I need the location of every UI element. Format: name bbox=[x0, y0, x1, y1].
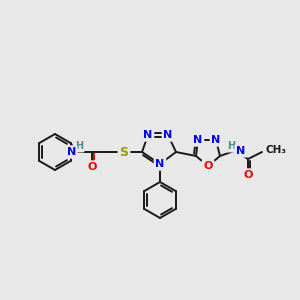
Text: O: O bbox=[203, 161, 213, 171]
Text: CH₃: CH₃ bbox=[266, 145, 287, 155]
Text: N: N bbox=[164, 130, 172, 140]
Text: N: N bbox=[143, 130, 153, 140]
Text: N: N bbox=[155, 159, 165, 169]
Text: H: H bbox=[227, 141, 235, 151]
Text: N: N bbox=[236, 146, 245, 156]
Text: H: H bbox=[75, 141, 83, 151]
Text: N: N bbox=[194, 135, 202, 145]
Text: O: O bbox=[243, 170, 253, 180]
Text: S: S bbox=[119, 146, 128, 158]
Text: N: N bbox=[212, 135, 220, 145]
Text: N: N bbox=[67, 147, 76, 157]
Text: O: O bbox=[87, 162, 97, 172]
